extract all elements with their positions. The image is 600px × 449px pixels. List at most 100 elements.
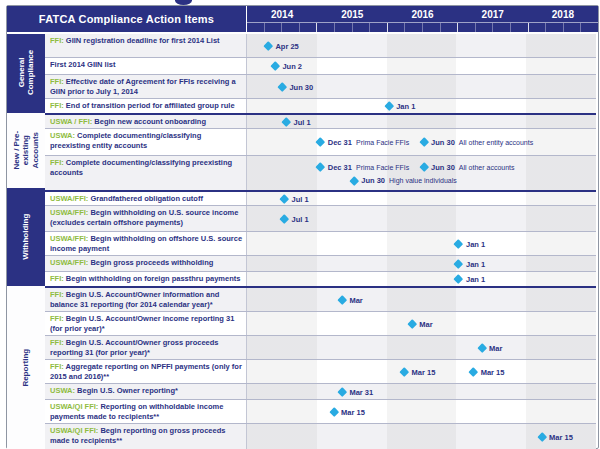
milestone-diamond-icon: [338, 295, 347, 304]
quarter-cell: [300, 23, 318, 32]
timeline-cell: Dec 31Prima Facie FFIsJun 30All other ac…: [247, 156, 596, 190]
fatca-timeline-canvas: FATCA Compliance Action Items 2014 2015 …: [0, 0, 600, 449]
milestone-diamond-icon: [454, 274, 463, 283]
actor-prefix: USWA:: [50, 386, 77, 395]
timeline-row: USWA/QI FFI: Begin reporting on gross pr…: [45, 423, 596, 449]
action-text: Begin U.S. Account/Owner income reportin…: [50, 314, 234, 333]
actor-prefix: USWA/QI FFI:: [50, 402, 100, 411]
milestone-note: Prima Facie FFIs: [356, 139, 409, 146]
quarter-cell: [511, 23, 529, 32]
actor-prefix: FFI:: [50, 362, 66, 371]
milestone-marker: Jun 30: [279, 82, 313, 91]
milestone-diamond-icon: [477, 343, 486, 352]
actor-prefix: USWA/FFI:: [50, 258, 90, 267]
milestone-marker: Mar: [409, 319, 433, 328]
actor-prefix: FFI:: [50, 314, 66, 323]
timeline-cell: Jan 1: [247, 272, 596, 286]
actor-prefix: USWA/FFI:: [50, 234, 90, 243]
milestone-marker: Jul 1: [281, 214, 309, 223]
quarter-cell: [370, 23, 388, 32]
milestone-diamond-icon: [454, 259, 463, 268]
sidebar-section-label: General Compliance: [17, 44, 36, 102]
quarter-cell: [247, 23, 265, 32]
timeline-row: USWA / FFI: Begin new account onboarding…: [45, 113, 596, 128]
action-label: USWA/QI FFI: Reporting on withholdable i…: [45, 400, 247, 423]
timeline-row: FFI: Begin U.S. Account/Owner informatio…: [45, 286, 596, 311]
timeline-cell: Apr 25: [247, 34, 596, 57]
timeline-row: FFI: Begin U.S. Account/Owner income rep…: [45, 311, 596, 335]
milestone-marker: Mar 15: [539, 433, 573, 442]
timeline-row: FFI: Complete documenting/classifying pr…: [45, 155, 596, 190]
milestone-date: Jan 1: [396, 102, 415, 111]
actor-prefix: USWA/FFI:: [50, 194, 90, 203]
milestone-date: Mar 15: [341, 407, 365, 416]
milestone-date: Dec 31: [328, 138, 352, 147]
timeline-cell: Mar 15: [247, 400, 596, 423]
action-text: Begin new account onboarding: [94, 117, 206, 126]
actor-prefix: FFI:: [50, 77, 66, 86]
milestone-marker: Mar: [339, 295, 363, 304]
quarter-cell: [282, 23, 300, 32]
quarter-strip: [247, 22, 598, 32]
milestone-date: Jul 1: [294, 117, 311, 126]
quarter-cell: [405, 23, 423, 32]
timeline-row: FFI: Begin U.S. Account/Owner gross proc…: [45, 335, 596, 359]
timeline-header: FATCA Compliance Action Items 2014 2015 …: [7, 6, 598, 34]
quarter-cell: [441, 23, 459, 32]
milestone-diamond-icon: [271, 61, 280, 70]
action-label: USWA/FFI: Begin withholding on offshore …: [45, 232, 247, 255]
timeline-cell: Mar: [247, 288, 596, 311]
quarter-cell: [476, 23, 494, 32]
milestone-diamond-icon: [419, 137, 428, 146]
milestone-marker: Jun 30All other accounts: [421, 162, 515, 171]
action-text: Begin U.S. Owner reporting*: [77, 386, 178, 395]
sidebar-section: Reporting: [7, 286, 45, 449]
year-labels-row: 2014 2015 2016 2017 2018: [247, 6, 598, 22]
milestone-date: Jul 1: [291, 214, 308, 223]
milestone-note: All other entity accounts: [459, 139, 533, 146]
quarter-cell: [564, 23, 582, 32]
timeline-cell: Jan 1: [247, 232, 596, 255]
quarter-cell: [388, 23, 406, 32]
action-label: FFI: GIIN registration deadline for firs…: [45, 34, 247, 57]
action-text: Begin gross proceeds withholding: [90, 258, 213, 267]
quarter-cell: [529, 23, 547, 32]
milestone-date: Jun 30: [431, 162, 455, 171]
year-axis: 2014 2015 2016 2017 2018: [247, 6, 598, 32]
action-text: Aggregate reporting on NPFFI payments (o…: [50, 362, 242, 381]
timeline-row: USWA/FFI: Grandfathered obligation cutof…: [45, 190, 596, 205]
milestone-marker: Jun 30High value individuals: [351, 176, 457, 185]
action-label: FFI: Begin U.S. Account/Owner gross proc…: [45, 336, 247, 359]
timeline-rows: FFI: GIIN registration deadline for firs…: [45, 34, 596, 449]
milestone-diamond-icon: [469, 367, 478, 376]
actor-prefix: USWA/FFI:: [50, 208, 90, 217]
milestone-diamond-icon: [537, 432, 546, 441]
actor-prefix: USWA / FFI:: [50, 117, 94, 126]
timeline-cell: Jul 1: [247, 206, 596, 231]
quarter-cell: [335, 23, 353, 32]
milestone-diamond-icon: [349, 176, 358, 185]
milestone-diamond-icon: [384, 101, 393, 110]
actor-prefix: FFI:: [50, 101, 66, 110]
timeline-row: First 2014 GIIN list Jun 2: [45, 57, 596, 74]
actor-prefix: USWA:: [50, 131, 77, 140]
action-text: Begin U.S. Account/Owner gross proceeds …: [50, 338, 219, 357]
timeline-cell: Jul 1: [247, 115, 596, 128]
quarter-cell: [546, 23, 564, 32]
action-label: First 2014 GIIN list: [45, 58, 247, 74]
timeline-row: FFI: Aggregate reporting on NPFFI paymen…: [45, 359, 596, 383]
timeline-cell: Mar 15: [247, 424, 596, 449]
milestone-date: Mar 31: [349, 387, 373, 396]
action-text: First 2014 GIIN list: [50, 60, 115, 69]
milestone-marker: Jan 1: [455, 275, 485, 284]
milestone-date: Mar 15: [412, 367, 436, 376]
timeline-body: General ComplianceNew / Pre-existing Acc…: [7, 34, 598, 449]
actor-prefix: FFI:: [50, 338, 66, 347]
quarter-cell: [493, 23, 511, 32]
action-text: Effective date of Agreement for FFIs rec…: [50, 77, 236, 96]
milestone-diamond-icon: [329, 407, 338, 416]
milestone-marker: Mar 15: [401, 367, 435, 376]
timeline-row: USWA/FFI: Begin gross proceeds withholdi…: [45, 255, 596, 271]
timeline-cell: Jun 2: [247, 58, 596, 74]
action-label: USWA: Complete documenting/classifying p…: [45, 129, 247, 155]
